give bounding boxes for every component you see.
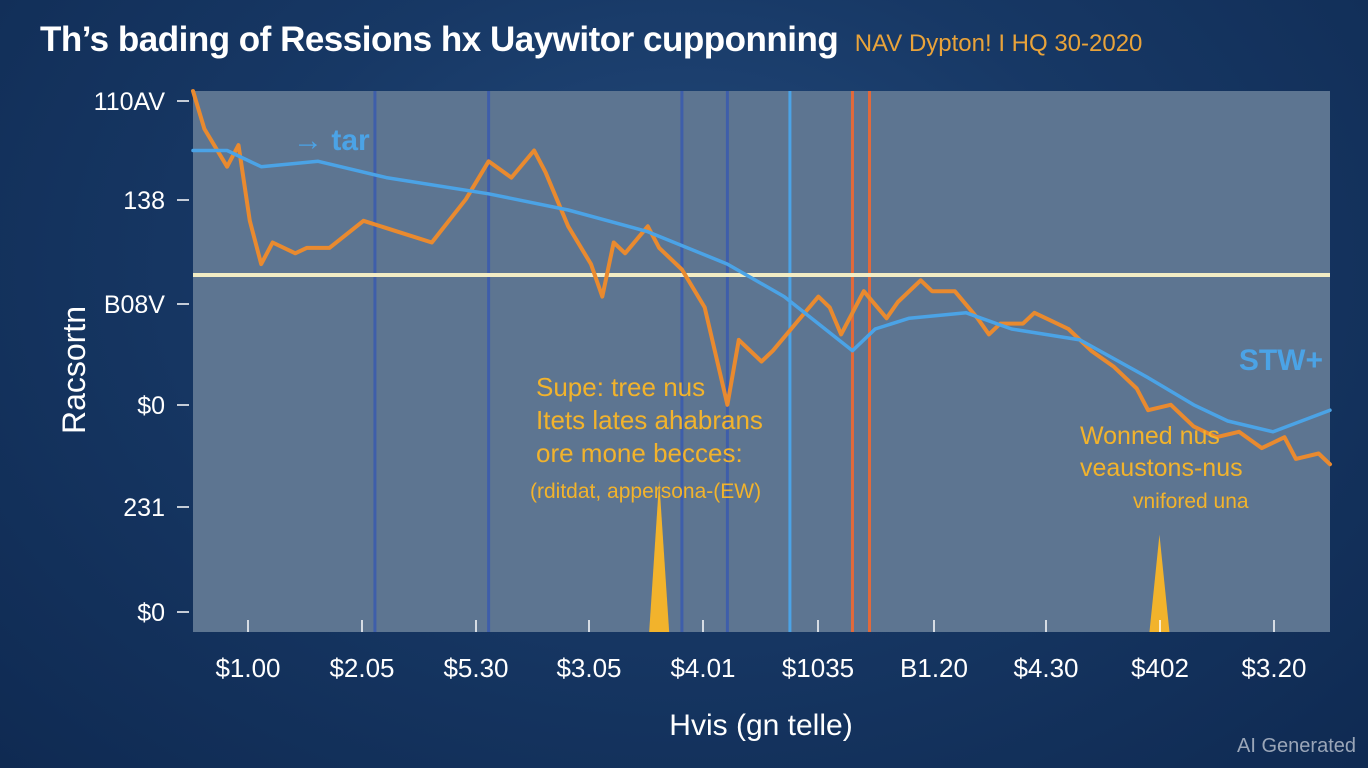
x-tick-label-0: $1.00 <box>215 653 280 683</box>
annotation-1-line-0: (rditdat, appersona-(EW) <box>530 480 761 503</box>
y-tick-label-0: 110AV <box>94 88 166 116</box>
x-tick-label-6: B1.20 <box>900 653 968 683</box>
y-tick-label-2: B08V <box>104 291 165 319</box>
x-tick-label-7: $4.30 <box>1013 653 1078 683</box>
annotation-0-line-1: Itets lates ahabrans <box>536 405 763 435</box>
chart-header: Th’s bading of Ressions hx Uaywitor cupp… <box>40 20 1142 60</box>
x-tick-label-3: $3.05 <box>556 653 621 683</box>
x-tick-label-4: $4.01 <box>670 653 735 683</box>
annotation-spike-1 <box>1149 534 1170 632</box>
annotation-2-line-1: veaustons-nus <box>1080 454 1243 482</box>
y-axis-label: Racsortn <box>56 306 92 434</box>
x-axis-label: Hvis (gn telle) <box>669 709 852 742</box>
annotation-3-line-0: vnifored una <box>1133 490 1249 513</box>
y-tick-label-3: $0 <box>137 392 165 420</box>
legend-entry-0: → tar <box>293 124 370 157</box>
chart-title: Th’s bading of Ressions hx Uaywitor cupp… <box>40 20 839 59</box>
watermark-label: AI Generated <box>1237 735 1356 757</box>
y-tick-label-1: 138 <box>123 187 165 215</box>
series-line-0 <box>191 89 1332 467</box>
x-tick-label-8: $402 <box>1131 653 1189 683</box>
annotation-0-line-2: ore mone becces: <box>536 438 743 468</box>
x-tick-label-2: $5.30 <box>443 653 508 683</box>
annotation-0-line-0: Supe: tree nus <box>536 372 705 402</box>
x-tick-label-1: $2.05 <box>329 653 394 683</box>
annotation-2-line-0: Wonned nus <box>1080 422 1220 450</box>
y-tick-label-5: $0 <box>137 599 165 627</box>
legend-entry-1: STW+ <box>1239 344 1323 377</box>
annotation-spike-0 <box>649 480 670 632</box>
y-tick-label-4: 231 <box>123 494 165 522</box>
x-tick-label-9: $3.20 <box>1241 653 1306 683</box>
series-line-1 <box>191 148 1332 434</box>
x-tick-label-5: $1035 <box>782 653 854 683</box>
chart-subtitle: NAV Dypton! I HQ 30-2020 <box>854 30 1143 57</box>
